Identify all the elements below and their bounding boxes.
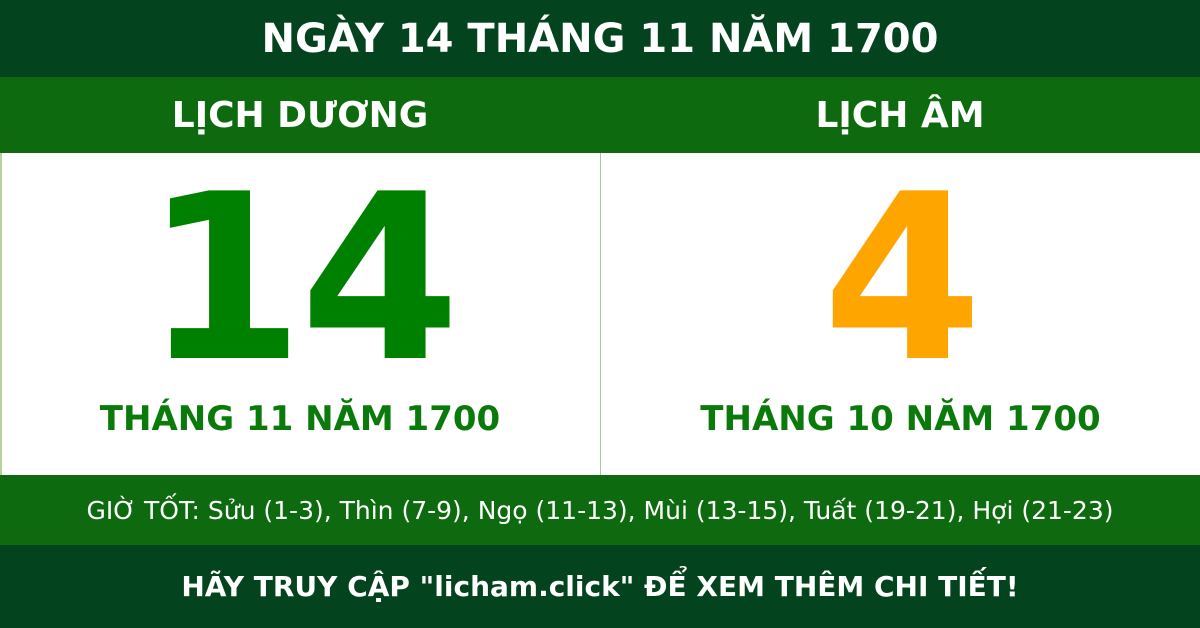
solar-month-year: THÁNG 11 NĂM 1700: [99, 399, 501, 439]
page-title: NGÀY 14 THÁNG 11 NĂM 1700: [0, 0, 1200, 77]
lunar-month-year: THÁNG 10 NĂM 1700: [700, 399, 1101, 439]
lunar-calendar-label: LỊCH ÂM: [815, 94, 985, 136]
solar-calendar-label: LỊCH DƯƠNG: [171, 94, 429, 136]
footer-cta: HÃY TRUY CẬP "licham.click" ĐỂ XEM THÊM …: [0, 545, 1200, 628]
lunar-column: 4 THÁNG 10 NĂM 1700: [601, 153, 1200, 475]
edge-line: [0, 153, 2, 475]
calendar-headers: LỊCH DƯƠNG LỊCH ÂM: [0, 77, 1200, 153]
solar-column: 14 THÁNG 11 NĂM 1700: [0, 153, 600, 475]
good-hours: GIỜ TỐT: Sửu (1-3), Thìn (7-9), Ngọ (11-…: [0, 475, 1200, 545]
column-divider: [600, 153, 601, 475]
lunar-day: 4: [822, 146, 982, 413]
solar-day: 14: [143, 146, 460, 413]
date-panel: 14 THÁNG 11 NĂM 1700 4 THÁNG 10 NĂM 1700: [0, 153, 1200, 475]
